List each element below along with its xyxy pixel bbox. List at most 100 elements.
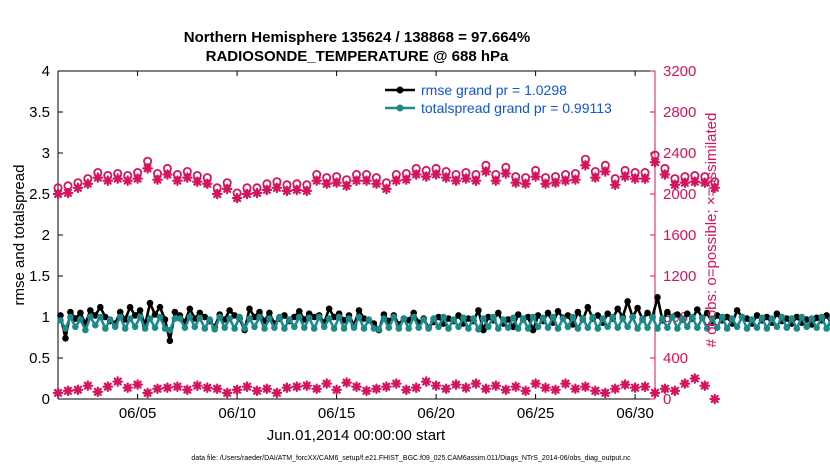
totalspread-point	[619, 315, 626, 322]
totalspread-point	[669, 313, 676, 321]
obs-rejected-point	[351, 381, 362, 392]
obs-rejected-point	[659, 383, 671, 394]
obs-assimilated-point	[629, 173, 641, 184]
totalspread-point	[87, 313, 94, 321]
totalspread-point	[475, 326, 482, 333]
obs-assimilated-point	[530, 171, 541, 182]
obs-rejected-point	[102, 381, 114, 392]
totalspread-point	[375, 326, 383, 333]
obs-assimilated-point	[331, 177, 342, 188]
obs-assimilated-point	[82, 178, 94, 189]
totalspread-point	[420, 316, 428, 323]
totalspread-point	[753, 324, 761, 332]
obs-assimilated-point	[480, 166, 492, 177]
totalspread-point	[72, 323, 79, 331]
obs-rejected-point	[410, 382, 422, 393]
obs-rejected-point	[679, 378, 691, 389]
totalspread-point	[435, 323, 442, 331]
totalspread-point	[62, 325, 69, 332]
rmse-point	[67, 308, 74, 316]
obs-rejected-point	[162, 382, 173, 393]
totalspread-point	[340, 325, 348, 332]
totalspread-point	[106, 316, 114, 323]
left-axis-label: rmse and totalspread	[11, 165, 28, 306]
obs-rejected-point	[450, 379, 462, 390]
obs-rejected-point	[689, 373, 701, 384]
obs-rejected-point	[182, 384, 193, 396]
obs-assimilated-point	[391, 175, 402, 186]
totalspread-point	[405, 325, 413, 332]
obs-assimilated-point	[580, 160, 591, 171]
totalspread-point	[733, 323, 741, 331]
legend-rmse-label: rmse grand pr = 1.0298	[421, 82, 567, 98]
obs-rejected-point	[202, 382, 213, 393]
totalspread-point	[599, 315, 607, 322]
obs-assimilated-point	[709, 182, 720, 194]
rmse-point	[594, 312, 602, 319]
totalspread-point	[216, 313, 223, 321]
totalspread-point	[390, 313, 398, 321]
left-tick-label: 3.5	[29, 104, 50, 121]
totalspread-point	[703, 325, 711, 332]
rmse-point	[62, 335, 69, 342]
rmse-point	[614, 305, 621, 313]
totalspread-point	[549, 313, 557, 321]
totalspread-point	[758, 314, 766, 322]
rmse-point	[57, 312, 64, 319]
totalspread-point	[151, 324, 159, 332]
totalspread-point	[360, 325, 368, 332]
totalspread-point	[166, 326, 174, 334]
rmse-point	[793, 313, 801, 321]
rmse-point	[723, 313, 731, 321]
rmse-point	[813, 314, 820, 322]
totalspread-point	[723, 325, 731, 332]
totalspread-point	[425, 325, 432, 332]
rmse-point	[624, 298, 631, 305]
rmse-point	[201, 313, 209, 321]
rmse-point	[87, 307, 94, 314]
obs-assimilated-point	[679, 177, 691, 188]
rmse-point	[684, 310, 691, 318]
rmse-point	[574, 308, 582, 316]
totalspread-point	[664, 324, 671, 332]
totalspread-point	[57, 317, 64, 324]
obs-assimilated-point	[72, 182, 84, 194]
totalspread-point	[126, 315, 134, 322]
totalspread-point	[768, 315, 776, 322]
totalspread-point	[141, 325, 149, 332]
obs-rejected-point	[500, 384, 511, 396]
obs-rejected-point	[709, 393, 720, 405]
obs-rejected-point	[311, 383, 322, 394]
x-tick-label: 06/10	[218, 405, 256, 422]
obs-assimilated-point	[241, 188, 253, 200]
totalspread-point	[430, 315, 437, 322]
totalspread-point	[226, 315, 233, 322]
totalspread-point	[679, 315, 686, 322]
totalspread-point	[470, 315, 477, 322]
obs-assimilated-point	[112, 173, 123, 184]
rmse-point	[564, 312, 572, 319]
totalspread-line	[59, 315, 830, 332]
totalspread-point	[465, 325, 472, 332]
obs-rejected-point	[460, 382, 472, 393]
rmse-point	[604, 310, 611, 318]
totalspread-point	[320, 323, 328, 331]
right-tick-label: 2400	[663, 145, 696, 162]
rmse-point	[355, 307, 363, 314]
obs-rejected-point	[550, 384, 561, 396]
right-axis-ticks: 0400800120016002000240028003200	[650, 63, 696, 408]
obs-assimilated-point	[221, 183, 233, 195]
totalspread-point	[644, 324, 651, 332]
legend-spread-label: totalspread grand pr = 0.99113	[421, 100, 612, 116]
totalspread-point	[415, 324, 423, 332]
obs-rejected-point	[331, 384, 342, 396]
totalspread-point	[803, 323, 810, 331]
obs-assimilated-point	[649, 156, 661, 168]
obs-rejected-point	[520, 385, 531, 397]
obs-assimilated-point	[281, 185, 293, 197]
obs-assimilated-point	[500, 168, 511, 179]
totalspread-point	[206, 316, 213, 323]
totalspread-point	[450, 316, 457, 323]
obs-rejected-point	[381, 381, 392, 392]
obs-assimilated-point	[540, 178, 551, 189]
